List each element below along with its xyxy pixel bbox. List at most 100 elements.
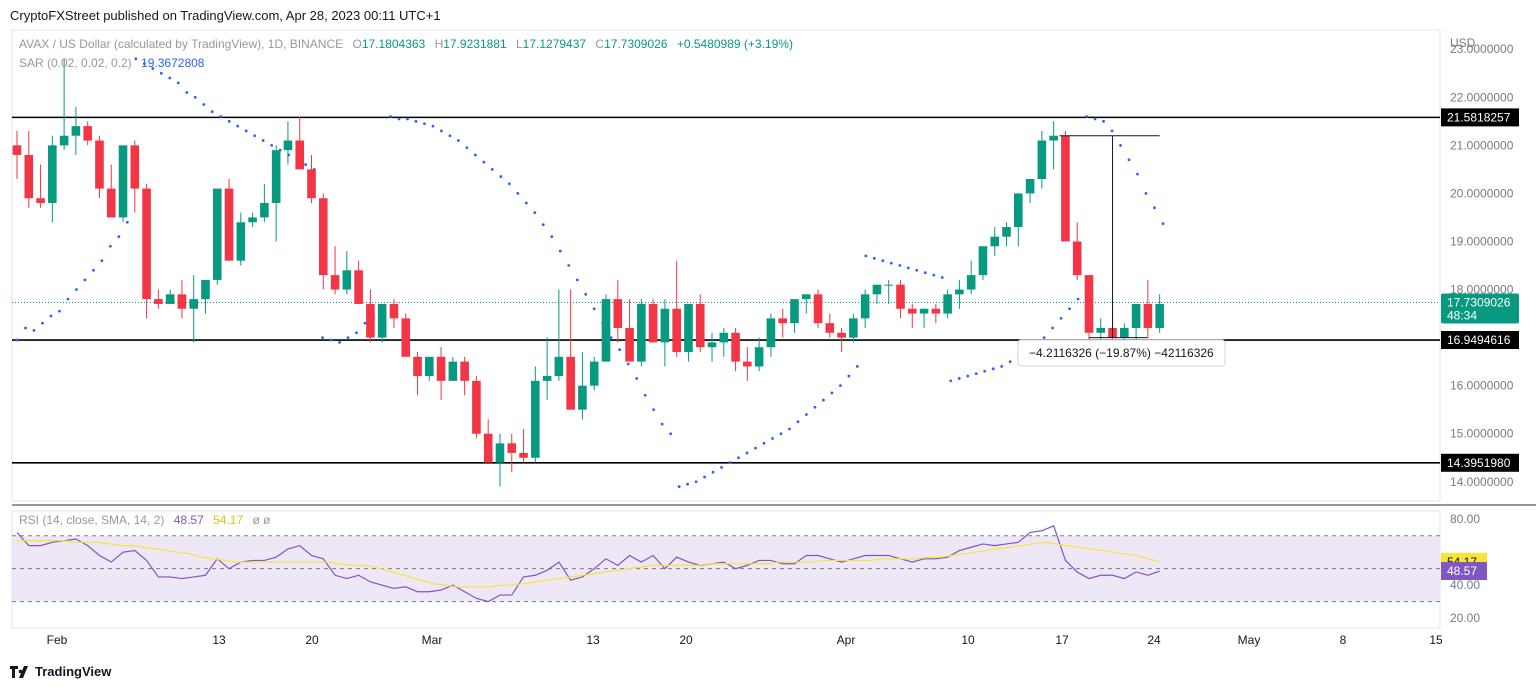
candle-body <box>731 332 740 362</box>
sar-dot <box>24 326 27 330</box>
sar-dot <box>966 374 970 378</box>
candle-body <box>165 294 175 304</box>
rsi-tick-label: 80.00 <box>1450 512 1480 526</box>
sar-dot <box>618 348 622 352</box>
sar-dot <box>805 413 808 416</box>
time-axis-label: Feb <box>47 633 68 647</box>
time-axis-label: 10 <box>961 633 975 647</box>
candle-body <box>413 356 422 377</box>
rsi-tick-label: 40.00 <box>1450 578 1480 592</box>
level-price-tag <box>1441 453 1519 472</box>
measure-box <box>1017 339 1226 367</box>
sar-dot <box>423 122 426 126</box>
sar-dot <box>847 374 851 378</box>
price-tick-label: 20.0000000 <box>1450 186 1514 200</box>
countdown-label: 48:34 <box>1447 308 1477 322</box>
sar-dot <box>465 146 469 150</box>
candle-body <box>448 361 458 381</box>
candle-body <box>248 217 257 223</box>
sar-dot <box>1110 129 1114 133</box>
sar-dot <box>550 235 554 239</box>
candle-body <box>907 308 917 314</box>
sar-dot <box>1076 297 1080 301</box>
sar-dot <box>923 271 927 275</box>
candle-body <box>660 308 670 343</box>
candle-body <box>460 361 469 381</box>
time-axis-label: 8 <box>1340 633 1347 647</box>
last-price-tag <box>1441 293 1519 324</box>
sar-dot <box>584 292 588 296</box>
price-tick-label: 23.0000000 <box>1450 42 1514 56</box>
tradingview-footer[interactable]: TradingView <box>10 664 111 679</box>
candle-body <box>1096 327 1106 333</box>
sar-dot <box>108 244 112 248</box>
sar-dot <box>516 192 520 195</box>
candle-body <box>330 275 340 290</box>
sar-dot <box>915 268 919 272</box>
candle-body <box>943 294 952 314</box>
sar-dot <box>643 393 647 397</box>
high-value: 17.9231881 <box>443 37 507 51</box>
sar-dot <box>397 117 401 121</box>
candle-body <box>83 126 92 141</box>
sar-dot <box>168 76 172 80</box>
candle-body <box>260 203 269 218</box>
sar-dot <box>125 220 129 224</box>
sar-dot <box>592 307 596 311</box>
candle-body <box>931 308 941 314</box>
sar-dot <box>1093 117 1097 121</box>
candle-body <box>495 443 505 463</box>
level-price-label: 14.3951980 <box>1447 456 1511 470</box>
candle-body <box>224 188 234 261</box>
sar-dot <box>448 134 452 138</box>
symbol-legend: AVAX / US Dollar (calculated by TradingV… <box>19 37 793 51</box>
sar-dot <box>499 175 503 178</box>
sar-dot <box>346 336 350 339</box>
sar-dot <box>737 456 740 460</box>
sar-dot <box>304 163 308 166</box>
candle-body <box>236 222 246 261</box>
sar-dot <box>227 119 231 123</box>
measure-label: −4.2116326 (−19.87%) −42116326 <box>1029 346 1214 360</box>
rsi-ma-value: 54.17 <box>213 513 244 527</box>
sar-dot <box>507 182 511 186</box>
candle-body <box>154 299 163 304</box>
sar-dot <box>1085 115 1088 118</box>
sar-dot <box>482 160 486 164</box>
candle-body <box>825 323 835 333</box>
candle-body <box>366 303 375 338</box>
candle-body <box>307 169 316 199</box>
sar-dot <box>406 117 409 121</box>
time-axis-label: 17 <box>1055 633 1069 647</box>
time-axis-label: 15 <box>1429 633 1443 647</box>
sar-dot <box>686 482 689 486</box>
sar-legend: SAR (0.02, 0.02, 0.2) 19.3672808 <box>19 56 204 70</box>
sar-dot <box>151 67 155 70</box>
time-axis-label: 13 <box>212 633 226 647</box>
rsi-tag-label: 48.57 <box>1447 564 1477 578</box>
candle-body <box>472 380 481 434</box>
candle-body <box>24 154 34 199</box>
sar-dot <box>932 273 936 277</box>
candle-body <box>118 145 128 218</box>
candle-body <box>177 294 187 309</box>
candle-body <box>130 145 140 189</box>
candle-body <box>483 433 493 463</box>
candle-body <box>637 303 646 362</box>
candle-body <box>648 303 658 343</box>
sar-dot <box>440 129 443 133</box>
sar-dot <box>270 143 274 147</box>
sar-dot <box>389 115 392 118</box>
rsi-tag <box>1441 562 1487 581</box>
candle-body <box>1120 327 1129 338</box>
candle-body <box>189 299 198 309</box>
sar-dot <box>533 211 537 215</box>
rsi-value: 48.57 <box>173 513 204 527</box>
candle-body <box>625 327 634 362</box>
sar-dot <box>185 91 189 94</box>
candle-body <box>542 376 552 381</box>
candle-body <box>613 299 623 328</box>
sar-dot <box>609 336 613 339</box>
candle-body <box>719 332 729 343</box>
